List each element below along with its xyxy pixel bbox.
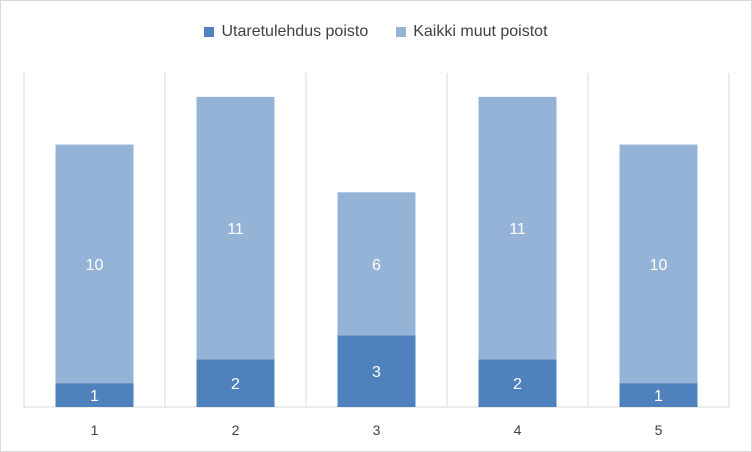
bar-series-1-cat-5 bbox=[619, 383, 698, 407]
data-label-series-1-cat-1: 1 bbox=[90, 388, 99, 405]
x-tick-label-2: 2 bbox=[232, 422, 240, 438]
bar-series-1-cat-4 bbox=[478, 359, 557, 407]
bar-series-1-cat-2 bbox=[196, 359, 275, 407]
data-label-series-1-cat-5: 1 bbox=[654, 388, 663, 405]
legend-item-series-2: Kaikki muut poistot bbox=[396, 23, 548, 41]
legend-swatch-series-2 bbox=[396, 27, 407, 37]
bar-series-2-cat-2 bbox=[196, 96, 275, 360]
data-label-series-1-cat-3: 3 bbox=[372, 364, 381, 381]
data-label-series-1-cat-4: 2 bbox=[513, 376, 522, 393]
x-tick-label-5: 5 bbox=[655, 422, 663, 438]
data-label-series-2-cat-2: 11 bbox=[227, 221, 244, 238]
x-tick-label-1: 1 bbox=[91, 422, 99, 438]
data-label-series-2-cat-3: 6 bbox=[372, 257, 381, 274]
bar-series-2-cat-3 bbox=[337, 192, 416, 336]
legend: Utaretulehdus poisto Kaikki muut poistot bbox=[1, 21, 751, 43]
legend-label-series-2: Kaikki muut poistot bbox=[413, 23, 548, 40]
legend-swatch-series-1 bbox=[204, 27, 215, 37]
bar-series-1-cat-3 bbox=[337, 335, 416, 407]
legend-label-series-1: Utaretulehdus poisto bbox=[221, 23, 369, 40]
bar-series-2-cat-1 bbox=[55, 144, 134, 384]
bar-series-2-cat-5 bbox=[619, 144, 698, 384]
x-tick-label-3: 3 bbox=[373, 422, 381, 438]
x-tick-label-4: 4 bbox=[514, 422, 522, 438]
data-label-series-2-cat-1: 10 bbox=[86, 257, 104, 274]
legend-item-series-1: Utaretulehdus poisto bbox=[204, 23, 368, 41]
bar-series-1-cat-1 bbox=[55, 383, 134, 407]
data-label-series-1-cat-2: 2 bbox=[231, 376, 240, 393]
data-label-series-2-cat-5: 10 bbox=[650, 257, 668, 274]
bar-series-2-cat-4 bbox=[478, 96, 557, 360]
data-label-series-2-cat-4: 11 bbox=[509, 221, 526, 238]
